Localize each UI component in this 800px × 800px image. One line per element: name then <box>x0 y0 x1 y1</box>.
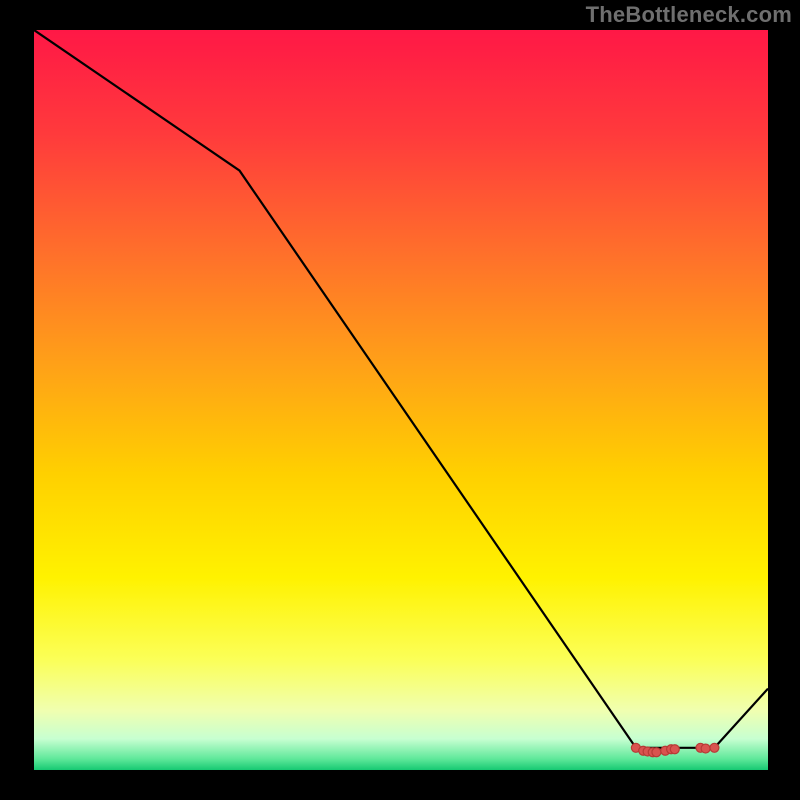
watermark-text: TheBottleneck.com <box>586 2 792 28</box>
plot-area <box>34 30 768 770</box>
marker-point <box>652 748 661 757</box>
marker-point <box>670 745 679 754</box>
bottleneck-line <box>34 30 768 748</box>
chart-frame: TheBottleneck.com <box>0 0 800 800</box>
markers-group <box>631 743 719 756</box>
chart-overlay <box>34 30 768 770</box>
marker-point <box>701 744 710 753</box>
marker-point <box>710 743 719 752</box>
